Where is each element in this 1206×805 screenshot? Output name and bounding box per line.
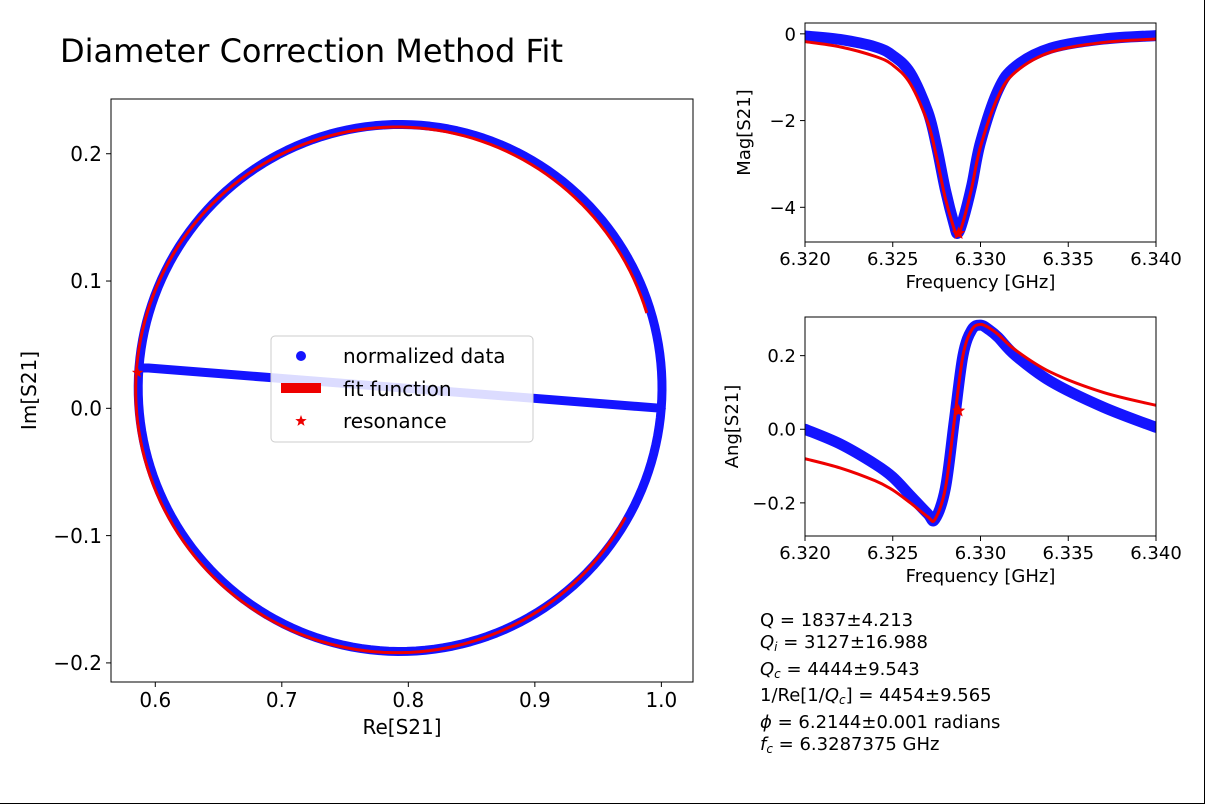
complex-plane-xtick-label: 1.0 — [645, 688, 677, 712]
magnitude-xtick-label: 6.335 — [1042, 249, 1094, 270]
complex-plane-axes: 0.6 0.7 0.8 0.9 1.0 −0.2 −0.1 0.0 0.1 0.2 Re[S21] I… — [17, 142, 677, 739]
complex-plane-xtick-label: 0.7 — [266, 688, 298, 712]
angle-axes: 6.320 6.325 6.330 6.335 6.340 −0.2 0.0 0.2 Frequ… — [722, 346, 1182, 587]
phi-line: ϕ = 6.2144±0.001 radians — [760, 712, 1001, 734]
angle-xtick-label: 6.325 — [867, 543, 919, 564]
angle-xtick-label: 6.330 — [955, 543, 1007, 564]
req-value: 4454±9.565 — [879, 685, 992, 707]
qc-line: Qc = 4444±9.543 — [760, 658, 920, 681]
q-value: 1837±4.213 — [800, 610, 914, 631]
complex-plane-ytick-label: 0.2 — [70, 142, 102, 166]
qi-value: 3127±16.988 — [804, 631, 928, 653]
angle-xtick-label: 6.335 — [1042, 543, 1094, 564]
resonance-marker — [131, 366, 144, 378]
angle-xtick-label: 6.320 — [779, 543, 831, 564]
magnitude-xtick-label: 6.340 — [1130, 249, 1182, 270]
magnitude-ylabel: Mag[S21] — [734, 89, 755, 175]
angle-fit-line — [805, 322, 1156, 523]
angle-frame — [804, 316, 1157, 537]
legend: normalized data fit function resonance — [270, 335, 534, 443]
complex-plane-frame — [110, 98, 694, 683]
magnitude-plot — [805, 30, 1156, 239]
figure-title: Diameter Correction Method Fit — [60, 32, 563, 70]
qi-line: Qi = 3127±16.988 — [760, 631, 928, 654]
complex-plane-ytick-label: −0.2 — [53, 651, 102, 675]
magnitude-ytick-label: −2 — [769, 111, 796, 132]
magnitude-data-line — [805, 30, 1156, 239]
complex-plane-ylabel: Im[S21] — [17, 351, 41, 430]
angle-ytick-label: 0.0 — [767, 420, 796, 441]
magnitude-xtick-label: 6.330 — [955, 249, 1007, 270]
angle-ytick-label: −0.2 — [752, 493, 796, 514]
req-line: 1/Re[1/Qc] = 4454±9.565 — [760, 685, 992, 708]
magnitude-axes: 6.320 6.325 6.330 6.335 6.340 −4 −2 0 Frequency … — [734, 24, 1182, 293]
magnitude-frame — [804, 22, 1157, 243]
angle-plot — [805, 319, 1156, 527]
complex-plane-plot — [131, 119, 667, 656]
fit-function-arc — [134, 125, 649, 655]
complex-plane-xtick-label: 0.8 — [392, 688, 424, 712]
complex-plane-xlabel: Re[S21] — [362, 715, 441, 739]
legend-swatch-resonance — [295, 415, 307, 426]
angle-ylabel: Ang[S21] — [722, 385, 743, 469]
legend-label-resonance: resonance — [343, 409, 447, 433]
complex-plane-ytick-label: 0.0 — [70, 397, 102, 421]
angle-ytick-label: 0.2 — [767, 346, 796, 367]
magnitude-xtick-label: 6.325 — [867, 249, 919, 270]
angle-resonance-marker — [951, 403, 966, 417]
magnitude-ytick-label: 0 — [785, 24, 796, 45]
fit-results: Q = 1837±4.213 Qi = 3127±16.988 Qc = 444… — [760, 610, 1000, 761]
angle-xtick-label: 6.340 — [1130, 543, 1182, 564]
fc-line: fc = 6.3287375 GHz — [760, 733, 940, 756]
legend-box — [270, 335, 534, 443]
legend-label-data: normalized data — [343, 344, 506, 368]
qc-value: 4444±9.543 — [807, 658, 920, 680]
angle-data-line — [805, 319, 1156, 527]
complex-plane-xtick-label: 0.9 — [519, 688, 551, 712]
q-line: Q = 1837±4.213 — [760, 610, 914, 631]
legend-swatch-data — [296, 351, 306, 361]
phi-value: 6.2144±0.001 radians — [798, 712, 1001, 734]
complex-plane-ytick-label: −0.1 — [53, 524, 102, 548]
complex-plane-xtick-label: 0.6 — [139, 688, 171, 712]
magnitude-resonance-marker — [951, 226, 966, 239]
angle-xlabel: Frequency [GHz] — [906, 566, 1056, 587]
complex-plane-ytick-label: 0.1 — [70, 269, 102, 293]
fc-value: 6.3287375 GHz — [799, 733, 940, 755]
magnitude-ytick-label: −4 — [769, 198, 796, 219]
magnitude-xlabel: Frequency [GHz] — [906, 272, 1056, 293]
legend-label-fit: fit function — [343, 377, 452, 401]
magnitude-xtick-label: 6.320 — [779, 249, 831, 270]
